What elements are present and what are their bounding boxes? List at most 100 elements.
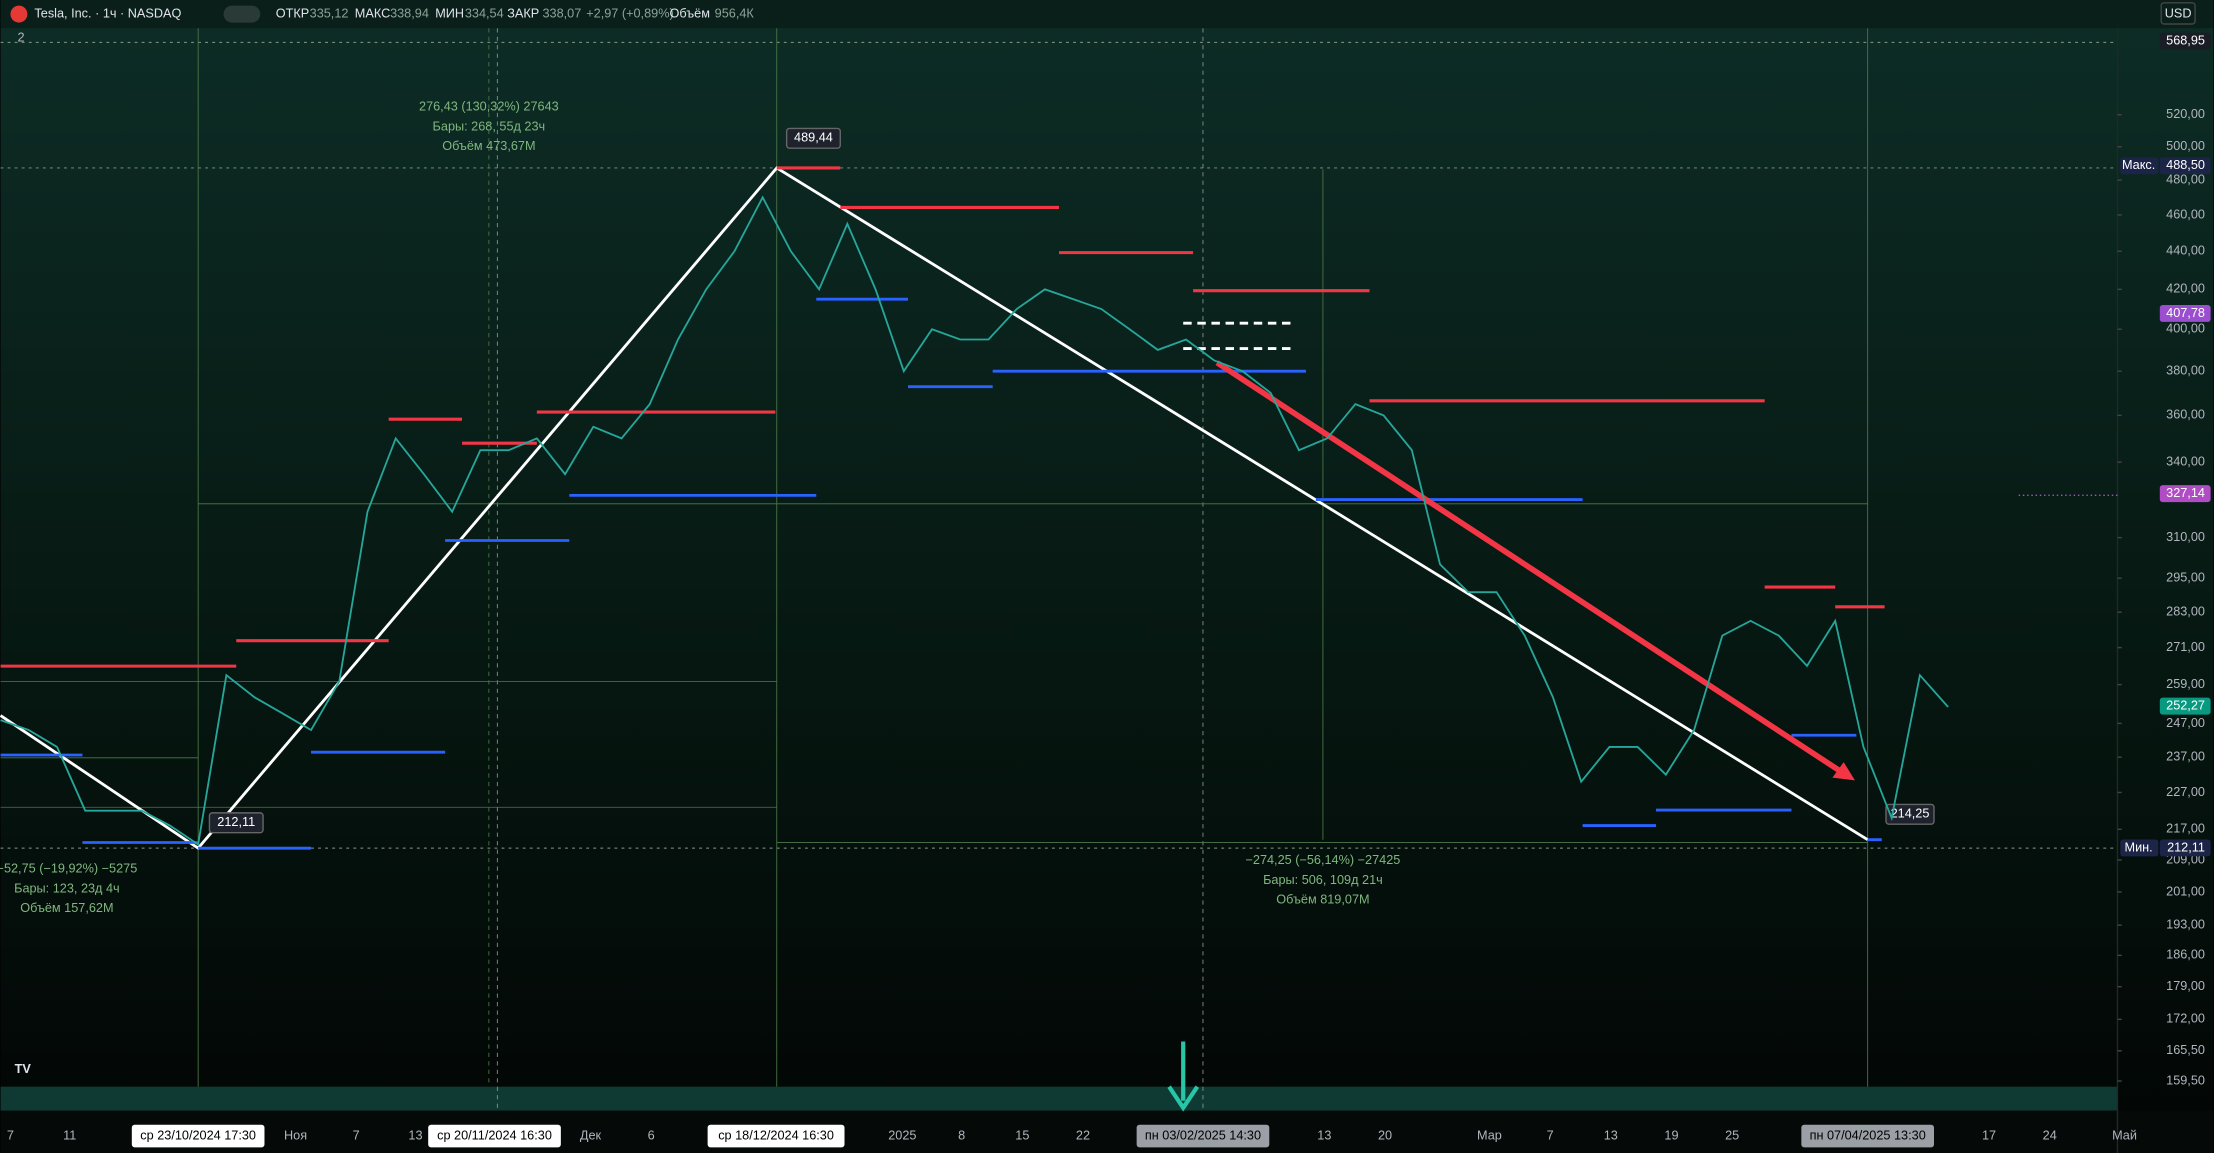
annotation: 214,25: [1891, 807, 1930, 821]
price-tag-name: Мин.: [2125, 840, 2153, 854]
y-tick-label: 179,00: [2166, 979, 2205, 993]
ohlc-label: ОТКР: [276, 6, 309, 20]
y-tick-label: 186,00: [2166, 948, 2205, 962]
x-tick-label: 8: [958, 1128, 965, 1142]
price-tag-label: 252,27: [2166, 699, 2205, 713]
tv-logo: TV: [15, 1062, 32, 1076]
support-levels: [0, 297, 1882, 850]
measure-text: Бары: 506, 109д 21ч: [1263, 873, 1383, 887]
price-tag: [2159, 697, 2211, 715]
annotation: 489,44: [794, 131, 833, 145]
y-tick-label: 283,00: [2166, 605, 2205, 619]
scroll-strip: [0, 1086, 2118, 1111]
price-tag: [2159, 305, 2211, 322]
ohlc-value: 338,07: [542, 6, 581, 20]
price-tag: [2159, 32, 2211, 50]
y-tick-label: 520,00: [2166, 107, 2205, 121]
y-tick-label: 380,00: [2166, 364, 2205, 378]
y-tick-label: 440,00: [2166, 244, 2205, 258]
y-tick-label: 247,00: [2166, 716, 2205, 730]
date-label: ср 18/12/2024 16:30: [718, 1128, 834, 1142]
x-tick-label: 2025: [888, 1128, 916, 1142]
y-tick-label: 159,50: [2166, 1073, 2205, 1087]
toolbar: [0, 0, 2214, 29]
ohlc-label: МАКС: [355, 6, 390, 20]
y-tick-label: 500,00: [2166, 139, 2205, 153]
currency-button[interactable]: [2160, 2, 2196, 25]
measure-text: −52,75 (−19,92%) −5275: [0, 862, 137, 876]
measure-text: Объём 473,67M: [442, 139, 535, 153]
y-tick-label: 259,00: [2166, 677, 2205, 691]
x-tick-label: Ноя: [284, 1128, 307, 1142]
x-tick-label: 17: [1982, 1128, 1996, 1142]
price-tag: [2159, 839, 2211, 857]
price-tag-label: 488,50: [2166, 158, 2205, 172]
annotation-box: [208, 812, 264, 834]
annotation: 212,11: [217, 815, 255, 829]
y-tick-label: 227,00: [2166, 785, 2205, 799]
ohlc-label: ЗАКР: [507, 6, 539, 20]
x-tick-label: 13: [1604, 1128, 1618, 1142]
price-tag: [2159, 485, 2211, 503]
x-tick-label: 25: [1725, 1128, 1739, 1142]
y-tick-label: 193,00: [2166, 917, 2205, 931]
x-tick-label: Мар: [1477, 1128, 1502, 1142]
volume: 956,4К: [715, 6, 755, 20]
price-tag-label: 212,11: [2167, 840, 2205, 854]
ohlc-value: 338,94: [390, 6, 429, 20]
y-tick-label: 340,00: [2166, 454, 2205, 468]
date-label: пн 03/02/2025 14:30: [1145, 1128, 1261, 1142]
down-arrow: [1167, 1041, 1200, 1112]
date-label-box: [707, 1124, 845, 1148]
date-label-box: [428, 1124, 561, 1148]
price-tag-name-box: [2120, 839, 2159, 857]
logo: [10, 5, 28, 23]
y-tick-label: 400,00: [2166, 322, 2205, 336]
indicators[interactable]: 2: [18, 30, 25, 44]
ohlc-label: МИН: [435, 6, 464, 20]
measure-text: Объём 819,07M: [1276, 893, 1369, 907]
price-tag-label: 568,95: [2166, 33, 2205, 47]
ohlc-value: 335,12: [310, 6, 349, 20]
x-tick-label: 15: [1015, 1128, 1029, 1142]
x-tick-label: 13: [408, 1128, 422, 1142]
y-tick-label: 271,00: [2166, 640, 2205, 654]
x-tick-label: 24: [2043, 1128, 2057, 1142]
arrow-head: [1832, 762, 1855, 781]
annotation-box: [785, 127, 841, 149]
price-tag-label: 407,78: [2166, 306, 2205, 320]
date-label: пн 07/04/2025 13:30: [1810, 1128, 1926, 1142]
measure-text: −274,25 (−56,14%) −27425: [1245, 853, 1400, 867]
symbol: Tesla, Inc. · 1ч · NASDAQ: [34, 6, 181, 20]
x-tick-label: 6: [648, 1128, 655, 1142]
price-line: [0, 195, 1949, 847]
measure-text: Объём 157,62M: [20, 901, 113, 915]
y-tick-label: 172,00: [2166, 1012, 2205, 1026]
measure-text: Бары: 268, 55д 23ч: [433, 119, 546, 133]
y-tick-label: 201,00: [2166, 884, 2205, 898]
ohlc-value: 334,54: [465, 6, 504, 20]
x-tick-label: 20: [1378, 1128, 1392, 1142]
date-label-box: [1801, 1124, 1934, 1148]
date-label: ср 23/10/2024 17:30: [140, 1128, 256, 1142]
arrow-line: [1215, 360, 1846, 776]
price-tag-name: Макс.: [2122, 158, 2155, 172]
currency: USD: [2165, 6, 2192, 20]
y-tick-label: 237,00: [2166, 750, 2205, 764]
toggle[interactable]: [223, 5, 261, 23]
price-tag-name-box: [2120, 157, 2159, 175]
date-label-box: [131, 1124, 265, 1148]
y-tick-label: 480,00: [2166, 172, 2205, 186]
date-label: ср 20/11/2024 16:30: [437, 1128, 552, 1142]
y-tick-label: 295,00: [2166, 571, 2205, 585]
y-tick-label: 310,00: [2166, 530, 2205, 544]
measure-text: Бары: 123, 23д 4ч: [14, 881, 120, 895]
x-tick-label: 11: [63, 1128, 76, 1142]
resistance-levels: [0, 166, 1885, 668]
annotation-box: [1885, 803, 1935, 825]
x-tick-label: 22: [1076, 1128, 1090, 1142]
x-tick-label: 13: [1317, 1128, 1331, 1142]
y-tick-label: 460,00: [2166, 207, 2205, 221]
y-tick-label: 217,00: [2166, 822, 2205, 836]
